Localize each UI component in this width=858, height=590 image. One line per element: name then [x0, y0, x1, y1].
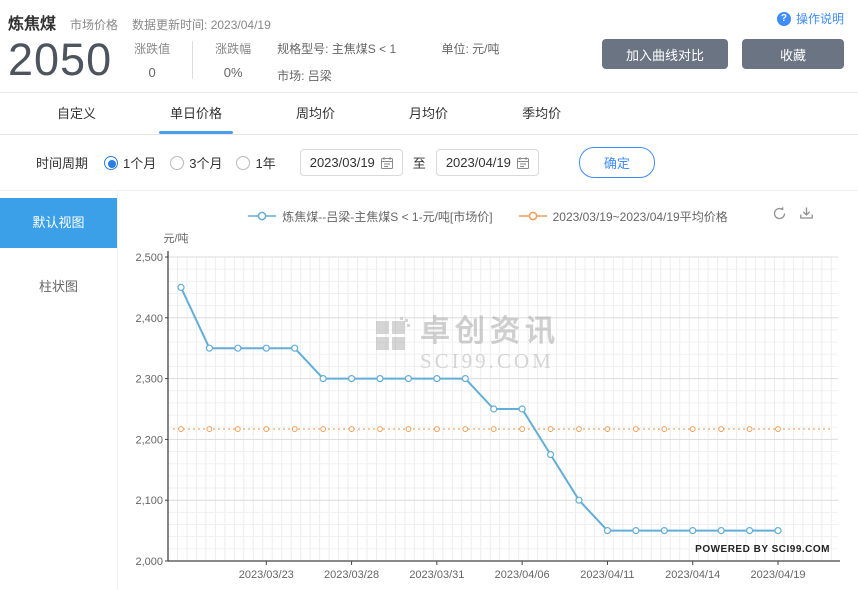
spec-label: 规格型号: 主焦煤S < 1	[277, 42, 397, 56]
price-row: 2050 涨跌值 0 涨跌幅 0% 规格型号: 主焦煤S < 1 单位: 元/吨…	[8, 34, 602, 85]
radio-icon	[104, 155, 119, 170]
sidebar-item-default-view[interactable]: 默认视图	[0, 198, 117, 248]
svg-text:2,400: 2,400	[135, 313, 163, 325]
legend-avg-marker-icon	[518, 211, 547, 221]
sidebar-item-label: 默认视图	[32, 215, 85, 230]
end-date-value: 2023/04/19	[445, 155, 511, 170]
radio-label: 3个月	[189, 156, 223, 171]
svg-text:2023/04/06: 2023/04/06	[495, 569, 550, 581]
chart-tools	[772, 206, 814, 221]
price-type-label: 市场价格	[70, 18, 119, 32]
svg-text:2023/03/23: 2023/03/23	[239, 569, 294, 581]
calendar-icon	[380, 156, 393, 169]
legend-price-series[interactable]: 炼焦煤--吕梁-主焦煤S < 1-元/吨[市场价]	[248, 208, 493, 225]
svg-text:2023/04/19: 2023/04/19	[750, 569, 805, 581]
period-radio-1month[interactable]: 1个月	[104, 153, 156, 172]
question-circle-icon: ?	[776, 11, 791, 26]
help-link-label: 操作说明	[795, 12, 844, 26]
divider	[192, 41, 194, 79]
legend-line-marker-icon	[248, 211, 277, 221]
svg-text:2023/03/28: 2023/03/28	[324, 569, 379, 581]
current-price: 2050	[8, 34, 113, 85]
button-row: 加入曲线对比 收藏	[601, 39, 844, 69]
view-sidebar: 默认视图 柱状图	[0, 191, 118, 590]
spec-line-1: 规格型号: 主焦煤S < 1 单位: 元/吨	[277, 40, 499, 57]
start-date-value: 2023/03/19	[309, 155, 375, 170]
svg-text:2023/04/11: 2023/04/11	[580, 569, 634, 581]
svg-text:2,000: 2,000	[135, 556, 163, 568]
page-title: 炼焦煤	[8, 16, 57, 33]
tab-monthly-avg[interactable]: 月均价	[372, 93, 485, 134]
to-label: 至	[412, 156, 426, 171]
radio-label: 1年	[255, 156, 276, 171]
period-radio-1year[interactable]: 1年	[236, 153, 276, 172]
svg-text:元/吨: 元/吨	[163, 232, 188, 245]
svg-text:POWERED BY SCI99.COM: POWERED BY SCI99.COM	[695, 544, 830, 555]
chart-wrap: 2,000 2,100 2,200 2,300 2,400 2,500 元/吨 2023/03…	[124, 229, 852, 590]
update-time-label: 数据更新时间: 2023/04/19	[132, 18, 271, 32]
market-label: 市场: 吕梁	[277, 69, 332, 83]
tab-custom[interactable]: 自定义	[20, 93, 133, 134]
chart-section: 炼焦煤--吕梁-主焦煤S < 1-元/吨[市场价] 2023/03/19~202…	[118, 191, 858, 590]
period-label: 时间周期	[36, 156, 89, 171]
spec-block: 规格型号: 主焦煤S < 1 单位: 元/吨 市场: 吕梁	[277, 40, 499, 84]
tab-weekly-avg[interactable]: 周均价	[259, 93, 372, 134]
header: 炼焦煤 市场价格 数据更新时间: 2023/04/19 2050 涨跌值 0 涨…	[0, 0, 858, 92]
period-radio-3month[interactable]: 3个月	[170, 153, 222, 172]
tab-label: 季均价	[522, 106, 562, 121]
change-pct: 0%	[223, 65, 243, 80]
svg-text:2023/03/31: 2023/03/31	[409, 569, 464, 581]
sidebar-item-label: 柱状图	[38, 279, 78, 294]
radio-icon	[236, 155, 251, 170]
favorite-button[interactable]: 收藏	[741, 39, 844, 69]
add-compare-button[interactable]: 加入曲线对比	[601, 39, 728, 69]
radio-label: 1个月	[123, 156, 157, 171]
header-actions: ? 操作说明 加入曲线对比 收藏	[601, 10, 844, 84]
tab-label: 周均价	[296, 106, 336, 121]
change-value-block: 涨跌值 0	[134, 40, 170, 80]
header-info: 炼焦煤 市场价格 数据更新时间: 2023/04/19 2050 涨跌值 0 涨…	[8, 10, 602, 84]
svg-text:2,200: 2,200	[135, 434, 163, 446]
download-icon[interactable]	[799, 206, 814, 221]
svg-text:2,300: 2,300	[135, 374, 163, 386]
unit-label: 单位: 元/吨	[441, 42, 500, 56]
chart-legend: 炼焦煤--吕梁-主焦煤S < 1-元/吨[市场价] 2023/03/19~202…	[124, 205, 852, 227]
filter-bar: 时间周期 1个月 3个月 1年 2023/03/19 至 2023/04/19 …	[0, 135, 858, 191]
help-link[interactable]: ? 操作说明	[776, 10, 844, 27]
tab-label: 自定义	[57, 106, 97, 121]
title-row: 炼焦煤 市场价格 数据更新时间: 2023/04/19	[8, 10, 602, 34]
end-date-input[interactable]: 2023/04/19	[435, 149, 539, 176]
confirm-button[interactable]: 确定	[578, 147, 655, 178]
tab-daily-price[interactable]: 单日价格	[133, 93, 259, 134]
change-value-label: 涨跌值	[134, 42, 171, 56]
tab-bar: 自定义 单日价格 周均价 月均价 季均价	[0, 92, 858, 135]
radio-icon	[170, 155, 185, 170]
legend-label: 2023/03/19~2023/04/19平均价格	[552, 209, 728, 224]
main-content: 默认视图 柱状图 炼焦煤--吕梁-主焦煤S < 1-元/吨[市场价] 2023/…	[0, 191, 858, 590]
svg-text:2,500: 2,500	[135, 252, 163, 264]
start-date-input[interactable]: 2023/03/19	[299, 149, 403, 176]
tab-label: 单日价格	[170, 106, 223, 121]
tab-label: 月均价	[409, 106, 449, 121]
change-value: 0	[148, 65, 156, 80]
refresh-icon[interactable]	[772, 206, 787, 221]
svg-text:2,100: 2,100	[135, 495, 163, 507]
tab-quarterly-avg[interactable]: 季均价	[485, 93, 598, 134]
change-pct-block: 涨跌幅 0%	[215, 40, 251, 80]
change-pct-label: 涨跌幅	[215, 42, 252, 56]
svg-text:2023/04/14: 2023/04/14	[665, 569, 720, 581]
sidebar-item-bar-chart[interactable]: 柱状图	[0, 276, 117, 295]
legend-label: 炼焦煤--吕梁-主焦煤S < 1-元/吨[市场价]	[282, 209, 493, 224]
legend-average-series[interactable]: 2023/03/19~2023/04/19平均价格	[518, 208, 728, 225]
calendar-icon	[516, 156, 529, 169]
